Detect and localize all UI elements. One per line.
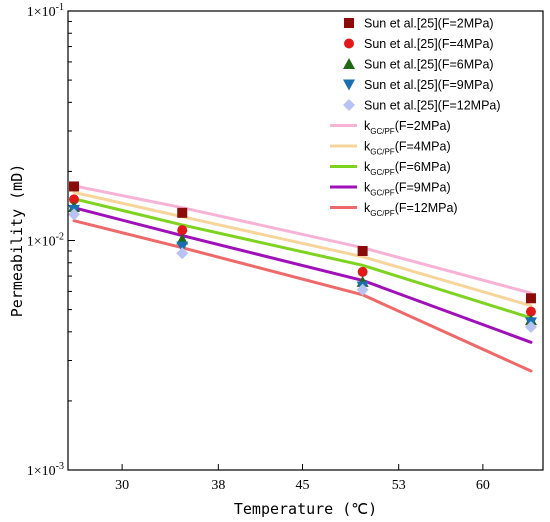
data-point-0-0 [69,181,80,192]
y-tick-label: 1×10-3 [27,461,64,479]
data-point-4-0 [68,208,81,221]
series-line-6 [72,190,533,308]
data-point-4-1 [176,247,189,260]
y-tick-label: 1×10-2 [27,232,64,250]
series-line-9 [72,219,533,373]
legend-label-1: Sun et al.[25](F=4MPa) [364,37,494,51]
data-point-1-3 [525,306,536,317]
series-layer [68,181,537,373]
legend-label-8: kGC/PF(F=9MPa) [364,181,451,198]
legend-marker-3 [343,79,355,91]
x-tick-label: 53 [392,478,406,493]
data-point-0-3 [525,293,536,304]
x-tick-label: 30 [115,478,129,493]
series-line-8 [72,206,533,344]
legend-marker-4 [343,99,355,111]
legend-label-7: kGC/PF(F=6MPa) [364,160,451,177]
data-point-3-1 [176,241,189,253]
data-point-0-2 [357,246,368,257]
legend-label-2: Sun et al.[25](F=6MPa) [364,58,494,72]
data-point-0-1 [177,207,188,218]
x-tick-label: 60 [476,478,490,493]
y-tick-label: 1×10-1 [27,2,64,20]
legend-marker-1 [344,38,354,49]
legend-marker-0 [344,18,354,28]
series-line-5 [72,184,533,295]
x-tick-label: 38 [211,478,225,493]
data-point-1-2 [357,266,368,277]
data-point-4-3 [524,320,537,333]
legend: Sun et al.[25](F=2MPa) Sun et al.[25](F=4… [330,17,501,218]
legend-label-6: kGC/PF(F=4MPa) [364,140,451,157]
data-point-1-1 [177,225,188,236]
y-axis-title: Permeability (mD) [8,164,26,318]
data-point-4-2 [356,283,369,296]
series-line-7 [72,197,533,320]
axes-layer: 30 38 45 53 60 1×10-3 1×10-2 1×10-1 [27,2,544,493]
legend-marker-2 [343,58,355,69]
x-tick-label: 45 [295,478,309,493]
legend-label-0: Sun et al.[25](F=2MPa) [364,17,494,31]
legend-label-3: Sun et al.[25](F=9MPa) [364,78,494,92]
data-point-1-0 [69,194,80,205]
legend-label-5: kGC/PF(F=2MPa) [364,119,451,136]
x-axis-title: Temperature (℃) [234,500,377,518]
legend-label-4: Sun et al.[25](F=12MPa) [364,99,501,113]
legend-label-9: kGC/PF(F=12MPa) [364,201,458,218]
